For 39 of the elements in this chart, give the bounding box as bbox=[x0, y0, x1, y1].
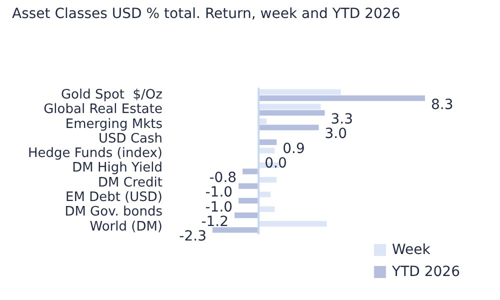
y-tick-label: Global Real Estate bbox=[44, 102, 162, 118]
chart-title: Asset Classes USD % total. Return, week and YTD 2026 bbox=[12, 6, 400, 22]
data-label: 8.3 bbox=[431, 96, 454, 113]
y-tick-label: DM Gov. bonds bbox=[64, 204, 163, 220]
bar bbox=[258, 95, 425, 102]
bar bbox=[258, 124, 319, 130]
bar bbox=[258, 139, 277, 145]
y-tick-label: Hedge Funds (index) bbox=[28, 146, 162, 162]
y-tick-label: Gold Spot $/Oz bbox=[60, 87, 163, 102]
bar bbox=[238, 198, 259, 204]
bar bbox=[258, 104, 321, 110]
bar bbox=[234, 212, 259, 218]
data-label: -1.0 bbox=[205, 184, 233, 201]
data-label: 0.0 bbox=[264, 155, 287, 172]
data-label: 3.0 bbox=[324, 126, 348, 142]
bar bbox=[258, 220, 327, 227]
data-label: -1.0 bbox=[205, 199, 233, 216]
y-tick-label: EM Debt (USD) bbox=[66, 190, 162, 205]
bar bbox=[212, 227, 259, 233]
data-label: -2.3 bbox=[179, 228, 206, 245]
data-label: 3.3 bbox=[330, 112, 354, 128]
bar bbox=[258, 110, 325, 116]
data-label: -0.8 bbox=[209, 170, 237, 186]
y-tick-label: Emerging Mkts bbox=[65, 116, 163, 132]
data-label: 0.9 bbox=[282, 140, 305, 157]
bar bbox=[258, 89, 341, 95]
bar bbox=[242, 168, 259, 174]
y-tick-label: DM High Yield bbox=[72, 160, 162, 176]
y-tick-label: DM Credit bbox=[98, 175, 162, 190]
data-label: -1.2 bbox=[201, 214, 229, 230]
bar bbox=[258, 206, 275, 212]
bar bbox=[258, 177, 277, 183]
bar bbox=[258, 148, 275, 154]
legend-label: YTD 2026 bbox=[392, 264, 460, 280]
y-tick-label: World (DM) bbox=[90, 219, 162, 234]
legend-label: Week bbox=[392, 242, 430, 258]
bar bbox=[238, 183, 259, 189]
bar bbox=[258, 192, 271, 198]
y-tick-label: USD Cash bbox=[98, 131, 162, 146]
